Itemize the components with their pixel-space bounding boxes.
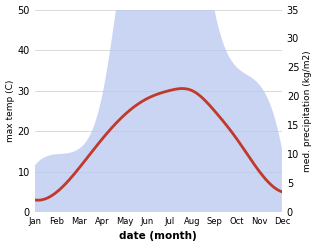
Y-axis label: max temp (C): max temp (C) bbox=[5, 80, 15, 142]
X-axis label: date (month): date (month) bbox=[119, 231, 197, 242]
Y-axis label: med. precipitation (kg/m2): med. precipitation (kg/m2) bbox=[303, 50, 313, 172]
